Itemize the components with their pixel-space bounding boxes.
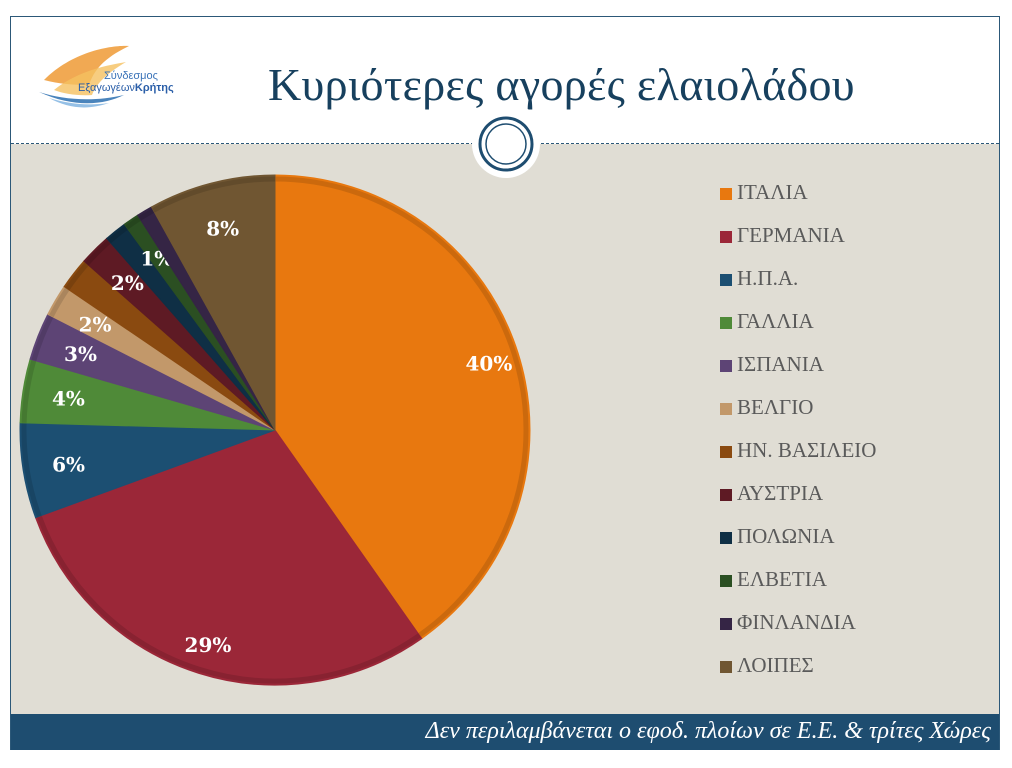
pie-slice-edge-3 [21, 422, 42, 518]
legend-label-11: ΦΙΝΛΑΝΔΙΑ [737, 610, 856, 634]
logo-text-line2: ΕξαγωγέωνΚρήτης [78, 82, 174, 94]
legend-swatch-2 [720, 231, 732, 243]
pie-slice-edge-12 [152, 176, 276, 213]
legend-label-1: ΙΤΑΛΙΑ [737, 180, 808, 204]
legend-swatch-8 [720, 489, 732, 501]
legend-label-9: ΠΟΛΩΝΙΑ [737, 524, 835, 548]
legend-swatch-7 [720, 446, 732, 458]
pie-data-label-12: 8% [206, 217, 239, 241]
legend-label-2: ΓΕΡΜΑΝΙΑ [737, 223, 845, 247]
pie-slice-2 [34, 429, 423, 686]
pie-slice-edge-4 [21, 359, 37, 423]
legend-swatch-10 [720, 575, 732, 587]
legend-swatch-12 [720, 661, 732, 673]
legend-swatch-5 [720, 360, 732, 372]
legend-swatch-3 [720, 274, 732, 286]
legend-swatch-4 [720, 317, 732, 329]
legend-label-6: ΒΕΛΓΙΟ [737, 395, 814, 419]
legend-label-7: ΗΝ. ΒΑΣΙΛΕΙΟ [737, 438, 877, 462]
footer-bar: Δεν περιλαμβάνεται ο εφοδ. πλοίων σε Ε.Ε… [11, 714, 999, 750]
legend-label-8: ΑΥΣΤΡΙΑ [737, 481, 824, 505]
pie-data-label-3: 6% [52, 453, 85, 477]
circle-ornament-icon [472, 110, 540, 178]
logo-icon [39, 45, 129, 108]
pie-data-label-1: 40% [466, 351, 513, 375]
legend-swatch-1 [720, 188, 732, 200]
pie-slice-12 [150, 174, 276, 432]
pie-data-label-5: 3% [64, 342, 97, 366]
legend-label-10: ΕΛΒΕΤΙΑ [737, 567, 827, 591]
pie-slice-1 [274, 174, 531, 640]
pie-slice-edge-2 [36, 515, 421, 684]
legend-swatch-11 [720, 618, 732, 630]
legend-swatch-9 [720, 532, 732, 544]
pie-slice-edge-1 [274, 176, 529, 638]
legend-label-3: Η.Π.Α. [737, 266, 799, 290]
legend-label-5: ΙΣΠΑΝΙΑ [737, 352, 824, 376]
page-title: Κυριότερες αγορές ελαιολάδου [268, 59, 855, 110]
logo-text-line1: Σύνδεσμος [104, 70, 158, 82]
legend-swatch-6 [720, 403, 732, 415]
logo-text-line2a: Εξαγωγέων [78, 82, 135, 94]
logo-text-line2b: Κρήτης [134, 82, 174, 94]
pie-data-label-4: 4% [52, 387, 85, 411]
pie-data-label-2: 29% [185, 633, 232, 657]
legend-label-4: ΓΑΛΛΙΑ [737, 309, 814, 333]
pie-data-label-6: 2% [79, 313, 112, 337]
legend-label-12: ΛΟΙΠΕΣ [737, 653, 814, 677]
footer-note: Δεν περιλαμβάνεται ο εφοδ. πλοίων σε Ε.Ε… [425, 718, 991, 744]
